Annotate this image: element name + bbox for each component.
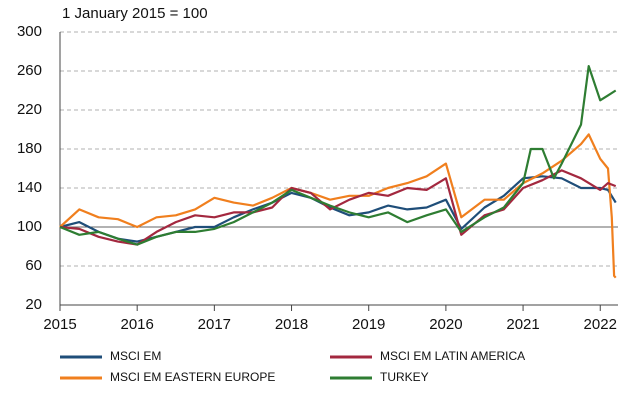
chart-subtitle: 1 January 2015 = 100 bbox=[62, 5, 208, 22]
legend-label: MSCI EM bbox=[110, 349, 161, 363]
y-tick-label: 220 bbox=[17, 101, 42, 118]
legend-label: TURKEY bbox=[380, 370, 429, 384]
x-tick-label: 2018 bbox=[275, 316, 308, 333]
x-tick-label: 2019 bbox=[352, 316, 385, 333]
legend-label: MSCI EM EASTERN EUROPE bbox=[110, 370, 275, 384]
series-line bbox=[59, 169, 617, 246]
x-tick-label: 2022 bbox=[584, 316, 617, 333]
y-tick-label: 20 bbox=[25, 296, 42, 313]
y-tick-label: 100 bbox=[17, 218, 42, 235]
y-tick-label: 260 bbox=[17, 62, 42, 79]
x-tick-label: 2020 bbox=[429, 316, 462, 333]
x-tick-label: 2021 bbox=[506, 316, 539, 333]
y-tick-label: 60 bbox=[25, 257, 42, 274]
y-tick-label: 180 bbox=[17, 140, 42, 157]
x-tick-label: 2015 bbox=[43, 316, 76, 333]
legend-label: MSCI EM LATIN AMERICA bbox=[380, 349, 525, 363]
x-tick-label: 2017 bbox=[198, 316, 231, 333]
x-tick-label: 2016 bbox=[120, 316, 153, 333]
series-line bbox=[59, 65, 617, 246]
y-tick-label: 140 bbox=[17, 179, 42, 196]
y-tick-label: 300 bbox=[17, 23, 42, 40]
series-line bbox=[59, 133, 617, 279]
